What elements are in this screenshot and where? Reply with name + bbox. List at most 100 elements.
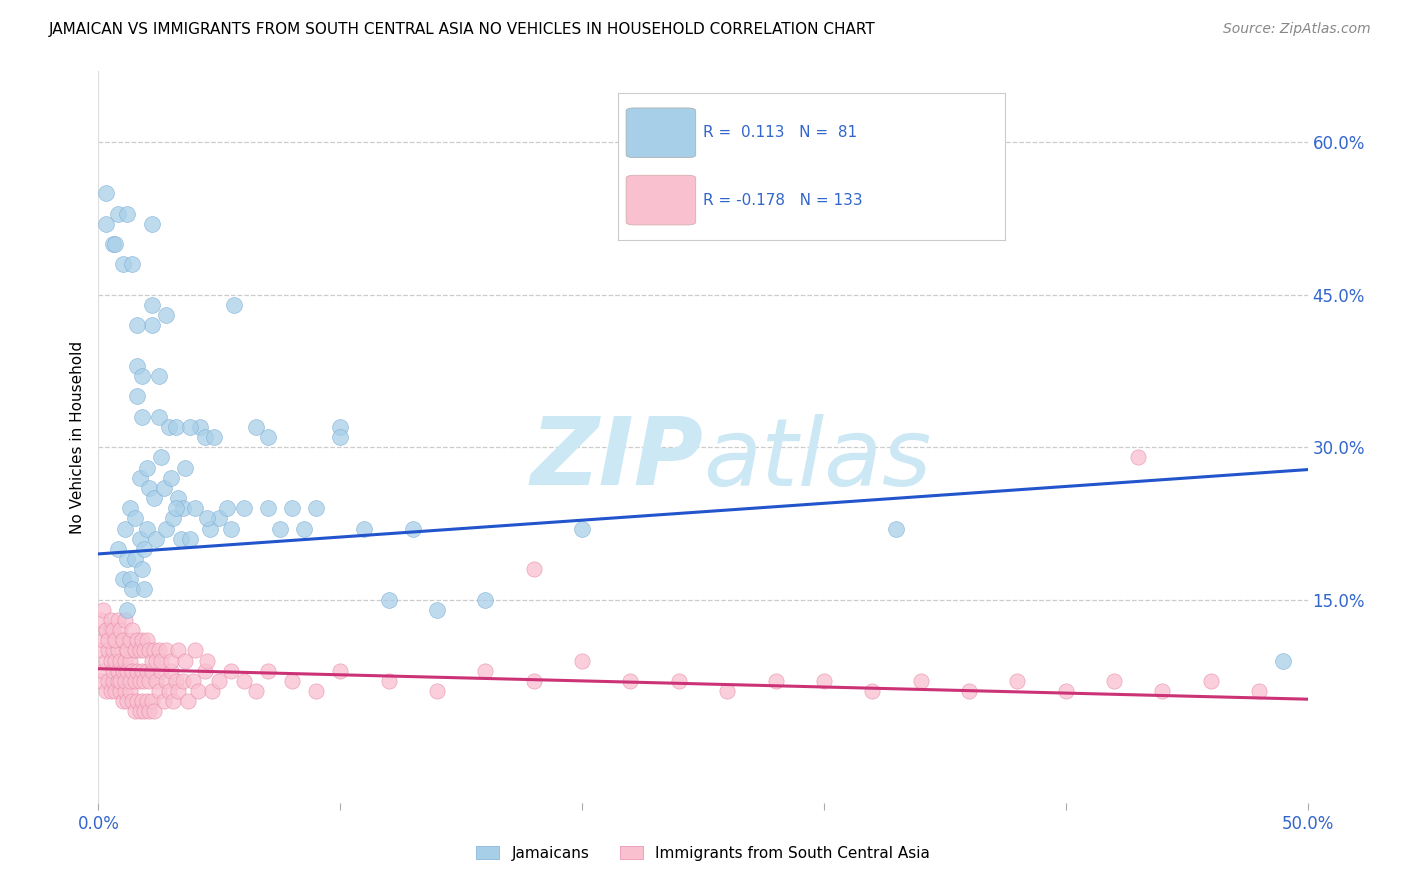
Point [886, 521, 908, 535]
Point [157, 420, 180, 434]
Point [1272, 654, 1295, 668]
Point [169, 532, 191, 546]
Point [90, 613, 112, 627]
Point [135, 664, 157, 678]
Point [329, 430, 352, 444]
Point [114, 673, 136, 688]
Point [111, 572, 134, 586]
Point [160, 471, 183, 485]
Point [148, 369, 170, 384]
Point [208, 673, 231, 688]
Y-axis label: No Vehicles in Household: No Vehicles in Household [70, 341, 86, 533]
Point [619, 673, 641, 688]
Point [426, 684, 449, 698]
Point [138, 481, 160, 495]
Point [165, 420, 187, 434]
Point [94, 654, 117, 668]
Point [256, 501, 278, 516]
Point [124, 705, 146, 719]
Point [91, 664, 114, 678]
Point [152, 481, 174, 495]
Point [117, 206, 139, 220]
Point [90, 643, 112, 657]
Point [94, 217, 117, 231]
Point [1128, 450, 1150, 465]
Point [111, 694, 134, 708]
Point [281, 673, 304, 688]
Point [134, 673, 156, 688]
Point [165, 673, 187, 688]
Point [131, 664, 153, 678]
Point [245, 684, 267, 698]
Point [135, 694, 157, 708]
Point [94, 684, 117, 698]
Point [134, 643, 156, 657]
Point [94, 186, 117, 201]
Point [134, 541, 156, 556]
Point [269, 521, 291, 535]
Point [118, 572, 141, 586]
Point [117, 694, 139, 708]
Text: ZIP: ZIP [530, 413, 703, 505]
Point [111, 257, 134, 271]
Point [208, 511, 231, 525]
Point [114, 684, 136, 698]
Point [97, 673, 120, 688]
Point [135, 633, 157, 648]
Point [143, 643, 166, 657]
Point [292, 521, 315, 535]
Point [201, 684, 224, 698]
Point [108, 623, 131, 637]
Point [145, 654, 167, 668]
Point [107, 613, 129, 627]
Point [131, 633, 153, 648]
Point [108, 673, 131, 688]
Point [143, 705, 166, 719]
Point [148, 684, 170, 698]
Point [167, 491, 190, 505]
Point [232, 673, 254, 688]
Point [1007, 673, 1029, 688]
Point [114, 654, 136, 668]
Point [353, 521, 375, 535]
Point [131, 409, 153, 424]
Point [1102, 673, 1125, 688]
Point [150, 654, 173, 668]
Point [222, 298, 245, 312]
Point [221, 664, 243, 678]
Point [91, 603, 114, 617]
Point [124, 673, 146, 688]
Point [94, 623, 117, 637]
Point [716, 684, 738, 698]
Point [128, 471, 150, 485]
Point [127, 389, 149, 403]
Point [111, 664, 134, 678]
Point [138, 643, 160, 657]
Point [127, 664, 149, 678]
Point [813, 673, 835, 688]
Point [179, 420, 201, 434]
Point [329, 664, 352, 678]
Point [127, 633, 149, 648]
Point [104, 633, 127, 648]
Text: JAMAICAN VS IMMIGRANTS FROM SOUTH CENTRAL ASIA NO VEHICLES IN HOUSEHOLD CORRELAT: JAMAICAN VS IMMIGRANTS FROM SOUTH CENTRA… [49, 22, 876, 37]
Point [195, 511, 218, 525]
Point [765, 673, 787, 688]
Point [523, 562, 546, 576]
Point [108, 684, 131, 698]
Point [1249, 684, 1271, 698]
Point [141, 298, 163, 312]
Point [256, 664, 278, 678]
Point [141, 217, 163, 231]
Point [174, 654, 197, 668]
Point [104, 237, 127, 252]
Point [150, 664, 173, 678]
Point [141, 664, 163, 678]
Point [174, 460, 197, 475]
Point [198, 521, 221, 535]
Point [305, 684, 328, 698]
Point [121, 664, 143, 678]
Point [138, 673, 160, 688]
Point [184, 643, 207, 657]
Point [145, 532, 167, 546]
